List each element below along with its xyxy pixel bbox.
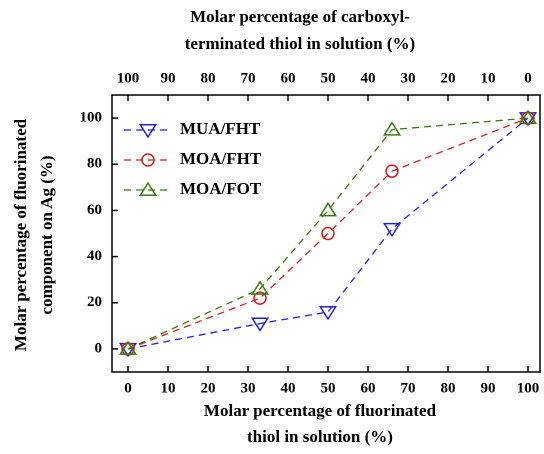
series-line: [127, 117, 529, 350]
legend-marker: [138, 124, 158, 139]
x2-tick-label: 30: [401, 70, 416, 86]
marker: [382, 222, 402, 238]
x2-tick-label: 70: [241, 70, 256, 86]
legend-label: MUA/FHT: [180, 119, 261, 138]
marker: [318, 202, 338, 217]
series-line: [127, 117, 529, 350]
legend-label: MOA/FHT: [180, 149, 262, 168]
x2-tick-label: 100: [117, 70, 140, 86]
x2-tick-label: 20: [441, 70, 456, 86]
marker: [250, 317, 270, 332]
x-tick-label: 100: [517, 380, 540, 396]
y-tick-label: 0: [95, 340, 103, 356]
x-axis-label: Molar percentage of fluorinated: [204, 401, 437, 420]
y-axis-label: component on Ag (%): [37, 155, 56, 314]
y-tick-label: 60: [87, 202, 102, 218]
series-line: [127, 117, 529, 350]
x-tick-label: 70: [401, 380, 416, 396]
plot-frame: [111, 94, 541, 373]
x-tick-label: 30: [241, 380, 256, 396]
x2-tick-label: 10: [481, 70, 496, 86]
marker: [118, 340, 138, 355]
x2-tick-label: 0: [524, 70, 532, 86]
x-axis-label: thiol in solution (%): [247, 427, 393, 446]
y-tick-label: 20: [87, 294, 102, 310]
marker: [318, 305, 338, 321]
legend-label: MOA/FOT: [180, 179, 262, 198]
x-tick-label: 10: [161, 380, 176, 396]
x2-tick-label: 60: [281, 70, 296, 86]
x-tick-label: 40: [281, 380, 296, 396]
marker: [385, 164, 399, 178]
x2-tick-label: 90: [161, 70, 176, 86]
legend-marker: [141, 153, 155, 167]
legend-marker: [138, 181, 158, 196]
x-tick-label: 60: [361, 380, 376, 396]
marker: [250, 280, 270, 295]
y-tick-label: 80: [87, 156, 102, 172]
x2-tick-label: 80: [201, 70, 216, 86]
x2-axis-label: Molar percentage of carboxyl-: [190, 7, 410, 26]
y-tick-label: 40: [87, 248, 102, 264]
x-tick-label: 50: [321, 380, 336, 396]
marker: [321, 226, 335, 241]
marker: [253, 291, 267, 305]
y-tick-label: 100: [80, 110, 103, 126]
x-tick-label: 90: [481, 380, 496, 396]
x2-tick-label: 40: [361, 70, 376, 86]
marker: [518, 109, 538, 125]
marker: [382, 121, 402, 136]
x-tick-label: 20: [201, 380, 216, 396]
x-tick-label: 80: [441, 380, 456, 396]
x-tick-label: 0: [124, 380, 132, 396]
x2-tick-label: 50: [321, 70, 336, 86]
x2-axis-label: terminated thiol in solution (%): [185, 34, 415, 53]
y-axis-label: Molar percentage of fluorinated: [11, 118, 30, 351]
